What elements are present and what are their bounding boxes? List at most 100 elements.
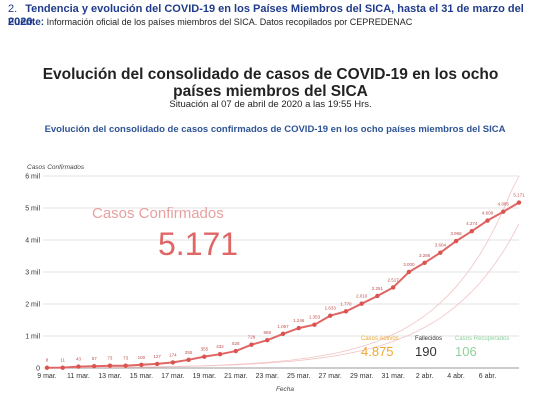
data-point: [107, 363, 113, 368]
caption-title: Tendencia y evolución del COVID-19 en lo…: [8, 3, 524, 28]
x-tick-label: 19 mar.: [193, 373, 216, 380]
data-label: 432: [216, 344, 224, 349]
data-label: 73: [123, 356, 129, 361]
data-point: [123, 363, 128, 368]
x-tick-label: 9 mar.: [37, 373, 57, 380]
data-point: [469, 229, 474, 234]
y-tick-label: 0: [36, 366, 40, 373]
data-label: 1.246: [293, 318, 305, 323]
data-label: 3.286: [419, 253, 431, 258]
x-tick-label: 17 mar.: [161, 373, 184, 380]
data-label: 728: [248, 335, 256, 340]
x-axis-ticks: 9 mar. 11 mar. 13 mar. 15 mar. 17 mar. 19 mar…: [37, 373, 496, 380]
recovered-value: 106: [455, 344, 477, 359]
data-point: [233, 348, 238, 354]
confirmed-label: Casos Confirmados: [92, 205, 224, 222]
data-point: [453, 238, 459, 244]
x-tick-label: 31 mar.: [381, 373, 404, 380]
y-axis-label: Casos Confirmados: [27, 164, 85, 171]
y-tick-label: 6 mil: [25, 174, 40, 181]
data-point: [296, 325, 301, 331]
y-tick-label: 3 mil: [25, 270, 40, 277]
data-point: [516, 200, 522, 205]
x-axis-label: Fecha: [276, 386, 294, 393]
data-label: 1.633: [325, 306, 337, 311]
data-label: 2.251: [372, 286, 384, 291]
x-tick-label: 21 mar.: [224, 373, 247, 380]
data-label: 2.517: [388, 277, 400, 282]
data-label: 255: [185, 350, 193, 355]
y-tick-label: 2 mil: [25, 302, 40, 309]
data-point: [154, 361, 160, 367]
x-tick-label: 13 mar.: [98, 373, 121, 380]
data-point: [202, 354, 207, 359]
data-point: [186, 357, 191, 363]
caption-number: 2.: [8, 3, 18, 15]
data-label: 3.966: [450, 231, 462, 236]
infographic-title: Evolución del consolidado de casos de CO…: [42, 66, 499, 100]
data-point: [343, 309, 349, 314]
data-point: [501, 209, 506, 214]
data-label: 4.885: [498, 202, 510, 207]
y-tick-label: 1 mil: [25, 334, 40, 341]
data-label: 1.353: [309, 315, 321, 320]
data-point: [44, 365, 50, 370]
x-tick-label: 23 mar.: [256, 373, 279, 380]
active-cases-label: Casos Activos: [361, 336, 399, 342]
data-point: [92, 363, 97, 369]
data-point: [170, 360, 176, 365]
data-label: 174: [169, 352, 177, 357]
data-label: 4.608: [482, 211, 494, 216]
data-point: [359, 301, 364, 306]
data-label: 1.067: [277, 324, 289, 329]
x-tick-label: 29 mar.: [350, 373, 373, 380]
x-tick-label: 4 abr.: [447, 373, 465, 380]
confirmed-value: 5.171: [158, 226, 238, 262]
data-point: [390, 285, 396, 290]
data-label: 4.274: [466, 221, 478, 226]
data-point: [217, 351, 223, 357]
x-tick-label: 6 abr.: [479, 373, 497, 380]
data-point: [328, 313, 333, 318]
data-label: 868: [264, 330, 272, 335]
deaths-value: 190: [415, 344, 437, 359]
data-label: 57: [92, 356, 98, 361]
data-label: 355: [201, 347, 209, 352]
data-point: [265, 338, 270, 343]
deaths-label: Fallecidos: [415, 336, 442, 342]
data-label: 2.010: [356, 294, 368, 299]
data-points: [44, 200, 522, 370]
data-label: 1.770: [340, 301, 352, 306]
data-point: [422, 260, 427, 266]
data-point: [249, 342, 254, 347]
data-point: [438, 250, 443, 255]
data-point: [406, 269, 412, 275]
x-tick-label: 27 mar.: [319, 373, 342, 380]
data-labels: 8 11 43 57 73 73 100 127 174 255 355 432 528 728 868 1.…: [46, 193, 525, 363]
data-point: [375, 293, 380, 299]
data-point: [485, 218, 490, 223]
data-label: 11: [60, 358, 65, 363]
y-tick-label: 5 mil: [25, 206, 40, 213]
data-label: 528: [232, 341, 240, 346]
figure-caption: 2. Tendencia y evolución del COVID-19 en …: [8, 3, 541, 29]
situation-date: Situación al 07 de abril de 2020 a las 1…: [169, 99, 372, 110]
recovered-label: Casos Recuperados: [455, 336, 509, 342]
source-text: Información oficial de los países miembr…: [46, 17, 413, 27]
data-label: 8: [46, 358, 49, 363]
x-tick-label: 11 mar.: [67, 373, 90, 380]
y-axis-ticks: 0 1 mil 2 mil 3 mil 4 mil 5 mil 6 mil: [25, 174, 40, 373]
chart-gridlines: [43, 175, 519, 369]
data-label: 5.171: [513, 193, 525, 198]
x-tick-label: 15 mar.: [130, 373, 153, 380]
source-line: Fuente: Información oficial de los paíse…: [8, 17, 412, 28]
y-tick-label: 4 mil: [25, 238, 40, 245]
data-point: [280, 331, 286, 337]
data-label: 127: [153, 354, 161, 359]
chart-title: Evolución del consolidado de casos confi…: [44, 124, 506, 135]
data-label: 3.604: [435, 243, 447, 248]
data-point: [312, 322, 317, 327]
data-point: [139, 362, 144, 367]
data-label: 100: [138, 355, 146, 360]
